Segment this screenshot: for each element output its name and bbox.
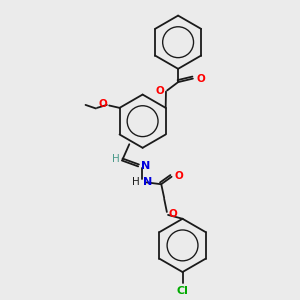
Text: H: H — [112, 154, 119, 164]
Text: N: N — [141, 161, 150, 171]
Text: H: H — [132, 177, 140, 188]
Text: O: O — [99, 99, 108, 109]
Text: O: O — [155, 86, 164, 96]
Text: O: O — [197, 74, 206, 84]
Text: Cl: Cl — [177, 286, 188, 296]
Text: O: O — [174, 171, 183, 181]
Text: O: O — [169, 209, 178, 219]
Text: N: N — [143, 177, 153, 188]
